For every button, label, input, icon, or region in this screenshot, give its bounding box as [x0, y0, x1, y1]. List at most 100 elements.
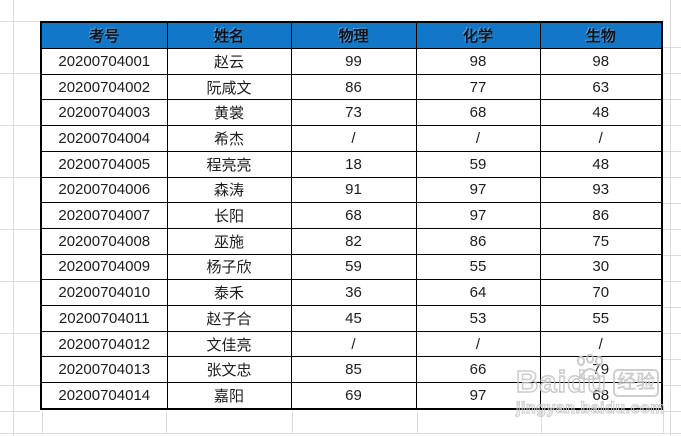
cell-chemistry[interactable]: 64	[415, 279, 541, 307]
cell-chemistry[interactable]: 97	[415, 382, 541, 410]
cell-biology[interactable]: 86	[539, 202, 663, 229]
cell-name[interactable]: 黄裳	[166, 99, 292, 127]
cell-name[interactable]: 长阳	[166, 202, 292, 229]
cell-biology[interactable]: 48	[539, 150, 663, 178]
table-row: 20200704005 程亮亮 18 59 48	[40, 150, 663, 178]
cell-biology[interactable]: 98	[539, 48, 663, 75]
header-physics[interactable]: 物理	[290, 21, 417, 49]
cell-biology[interactable]: 48	[539, 99, 663, 127]
cell-exam-no[interactable]: 20200704004	[40, 125, 168, 152]
cell-name[interactable]: 赵云	[166, 48, 292, 75]
cell-biology[interactable]: /	[539, 330, 663, 358]
cell-exam-no[interactable]: 20200704009	[40, 253, 168, 281]
table-row: 20200704003 黄裳 73 68 48	[40, 99, 663, 127]
cell-exam-no[interactable]: 20200704003	[40, 99, 168, 127]
cell-chemistry[interactable]: 97	[415, 202, 541, 229]
cell-physics[interactable]: 45	[290, 305, 417, 332]
gridline	[417, 411, 418, 433]
cell-name[interactable]: 森涛	[166, 176, 292, 204]
gridline	[663, 99, 681, 100]
cell-exam-no[interactable]: 20200704006	[40, 176, 168, 204]
cell-exam-no[interactable]: 20200704007	[40, 202, 168, 229]
cell-chemistry[interactable]: 68	[415, 99, 541, 127]
table-row: 20200704013 张文忠 85 66 79	[40, 356, 663, 384]
cell-exam-no[interactable]: 20200704001	[40, 48, 168, 75]
cell-exam-no[interactable]: 20200704012	[40, 330, 168, 358]
header-exam-no[interactable]: 考号	[40, 21, 168, 49]
cell-biology[interactable]: /	[539, 125, 663, 152]
gridline	[292, 411, 293, 433]
table-row: 20200704002 阮咸文 86 77 63	[40, 73, 663, 101]
header-biology[interactable]: 生物	[539, 21, 663, 49]
table-row: 20200704001 赵云 99 98 98	[40, 48, 663, 75]
table-row: 20200704006 森涛 91 97 93	[40, 176, 663, 204]
cell-exam-no[interactable]: 20200704010	[40, 279, 168, 307]
cell-chemistry[interactable]: 86	[415, 227, 541, 255]
gridline	[0, 21, 40, 22]
header-name[interactable]: 姓名	[166, 21, 292, 49]
cell-name[interactable]: 程亮亮	[166, 150, 292, 178]
cell-physics[interactable]: 73	[290, 99, 417, 127]
cell-exam-no[interactable]: 20200704011	[40, 305, 168, 332]
cell-chemistry[interactable]: 53	[415, 305, 541, 332]
cell-biology[interactable]: 68	[539, 382, 663, 410]
cell-chemistry[interactable]: 66	[415, 356, 541, 384]
cell-exam-no[interactable]: 20200704013	[40, 356, 168, 384]
cell-name[interactable]: 泰禾	[166, 279, 292, 307]
cell-physics[interactable]: 82	[290, 227, 417, 255]
cell-physics[interactable]: 36	[290, 279, 417, 307]
cell-name[interactable]: 希杰	[166, 125, 292, 152]
gridline	[663, 177, 681, 178]
cell-name[interactable]: 张文忠	[166, 356, 292, 384]
gridline	[0, 177, 40, 178]
cell-physics[interactable]: 91	[290, 176, 417, 204]
cell-chemistry[interactable]: /	[415, 330, 541, 358]
cell-physics[interactable]: 69	[290, 382, 417, 410]
cell-exam-no[interactable]: 20200704008	[40, 227, 168, 255]
cell-biology[interactable]: 63	[539, 73, 663, 101]
cell-name[interactable]: 巫施	[166, 227, 292, 255]
header-chemistry[interactable]: 化学	[415, 21, 541, 49]
table-row: 20200704009 杨子欣 59 55 30	[40, 253, 663, 281]
cell-chemistry[interactable]: 77	[415, 73, 541, 101]
table-row: 20200704014 嘉阳 69 97 68	[40, 382, 663, 410]
gridline	[663, 125, 681, 126]
gridline	[663, 229, 681, 230]
cell-chemistry[interactable]: /	[415, 125, 541, 152]
cell-physics[interactable]: /	[290, 330, 417, 358]
cell-biology[interactable]: 93	[539, 176, 663, 204]
cell-chemistry[interactable]: 59	[415, 150, 541, 178]
cell-name[interactable]: 文佳亮	[166, 330, 292, 358]
cell-physics[interactable]: 59	[290, 253, 417, 281]
cell-physics[interactable]: 68	[290, 202, 417, 229]
gridline	[663, 359, 681, 360]
cell-biology[interactable]: 30	[539, 253, 663, 281]
cell-physics[interactable]: 18	[290, 150, 417, 178]
cell-name[interactable]: 杨子欣	[166, 253, 292, 281]
cell-biology[interactable]: 79	[539, 356, 663, 384]
cell-exam-no[interactable]: 20200704002	[40, 73, 168, 101]
gridline	[663, 73, 681, 74]
cell-chemistry[interactable]: 97	[415, 176, 541, 204]
cell-biology[interactable]: 70	[539, 279, 663, 307]
cell-name[interactable]: 赵子合	[166, 305, 292, 332]
cell-physics[interactable]: 86	[290, 73, 417, 101]
cell-physics[interactable]: 85	[290, 356, 417, 384]
scores-table: 考号 姓名 物理 化学 生物 20200704001 赵云 99 98 98 202007…	[40, 21, 663, 410]
gridline	[663, 281, 681, 282]
cell-biology[interactable]: 75	[539, 227, 663, 255]
cell-chemistry[interactable]: 98	[415, 48, 541, 75]
cell-chemistry[interactable]: 55	[415, 253, 541, 281]
cell-exam-no[interactable]: 20200704014	[40, 382, 168, 410]
cell-name[interactable]: 阮咸文	[166, 73, 292, 101]
cell-biology[interactable]: 55	[539, 305, 663, 332]
cell-physics[interactable]: /	[290, 125, 417, 152]
table-body: 20200704001 赵云 99 98 98 20200704002 阮咸文 86 77 63 2…	[40, 48, 663, 410]
gridline	[663, 411, 681, 412]
cell-exam-no[interactable]: 20200704005	[40, 150, 168, 178]
header-row: 考号 姓名 物理 化学 生物	[40, 21, 663, 49]
cell-physics[interactable]: 99	[290, 48, 417, 75]
table-row: 20200704010 泰禾 36 64 70	[40, 279, 663, 307]
cell-name[interactable]: 嘉阳	[166, 382, 292, 410]
